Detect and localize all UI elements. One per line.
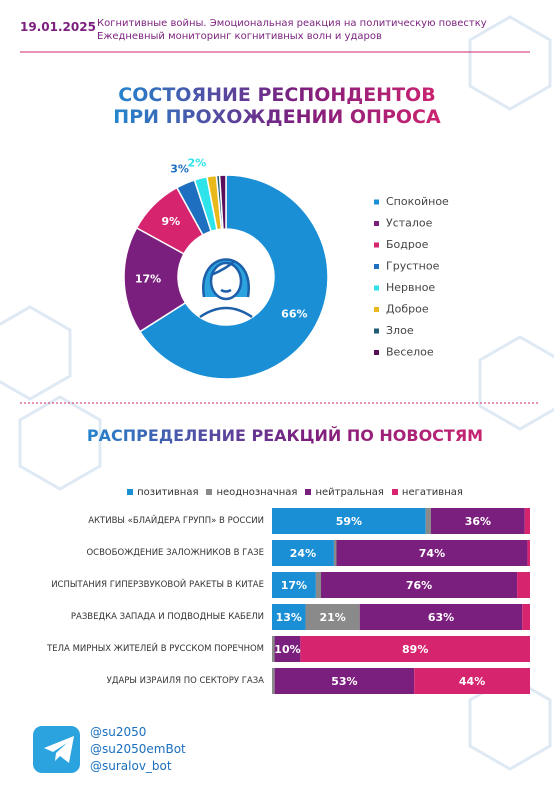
bar-segment bbox=[430, 508, 525, 534]
bar-segment bbox=[272, 540, 334, 566]
data-label: 13% bbox=[276, 611, 302, 624]
legend-swatch bbox=[374, 350, 379, 355]
legend-swatch bbox=[374, 199, 379, 205]
legend-swatch bbox=[127, 489, 134, 495]
pie-slice bbox=[138, 174, 329, 380]
legend-label: Веселое bbox=[386, 346, 434, 359]
legend-label: Бодрое bbox=[386, 238, 429, 251]
header-line: Ежедневный мониторинг когнитивных волн и… bbox=[97, 31, 382, 42]
footer-handles: @su2050 @su2050emBot @suralov_bot bbox=[90, 724, 186, 775]
legend-label: негативная bbox=[401, 486, 463, 498]
data-label: 76% bbox=[406, 579, 432, 592]
face-mouth bbox=[220, 288, 232, 293]
bar-segment bbox=[336, 540, 528, 566]
category-label: ОСВОБОЖДЕНИЕ ЗАЛОЖНИКОВ В ГАЗЕ bbox=[86, 547, 264, 558]
bar-segment bbox=[527, 540, 530, 566]
data-label: 2% bbox=[188, 157, 207, 170]
data-label: 66% bbox=[281, 308, 307, 321]
legend-swatch bbox=[374, 307, 379, 312]
legend-label: Нервное bbox=[386, 281, 435, 294]
date: 19.01.2025 bbox=[20, 20, 96, 34]
bar-segment bbox=[274, 636, 301, 662]
data-label: 9% bbox=[162, 215, 181, 228]
bar-segment bbox=[524, 508, 530, 534]
handle: @suralov_bot bbox=[90, 759, 172, 773]
bar-segment bbox=[272, 668, 275, 694]
legend-swatch bbox=[374, 285, 379, 291]
category-label: УДАРЫ ИЗРАИЛЯ ПО СЕКТОРУ ГАЗА bbox=[106, 675, 264, 686]
chart-title: РАСПРЕДЕЛЕНИЕ РЕАКЦИЙ ПО НОВОСТЯМ bbox=[60, 426, 510, 445]
data-label: 59% bbox=[336, 515, 362, 528]
legend-label: Доброе bbox=[386, 303, 429, 316]
header-line: Когнитивные войны. Эмоциональная реакция… bbox=[97, 18, 487, 29]
legend-label: Грустное bbox=[386, 260, 440, 273]
handle: @su2050emBot bbox=[90, 742, 186, 756]
legend-swatch bbox=[206, 489, 213, 495]
data-label: 17% bbox=[135, 272, 161, 285]
bar-segment bbox=[414, 668, 530, 694]
data-label: 74% bbox=[419, 547, 445, 560]
bar-segment bbox=[321, 572, 518, 598]
legend-item: нейтральная bbox=[305, 486, 384, 498]
legend-swatch bbox=[374, 264, 379, 269]
data-label: 63% bbox=[428, 611, 454, 624]
data-label: 89% bbox=[402, 643, 428, 656]
legend-swatch bbox=[374, 221, 379, 226]
data-label: 44% bbox=[459, 675, 485, 688]
category-label: АКТИВЫ «БЛАЙДЕРА ГРУПП» В РОССИИ bbox=[88, 515, 264, 526]
bar-segment bbox=[300, 636, 530, 662]
bar-segment bbox=[274, 668, 415, 694]
data-label: 3% bbox=[170, 163, 189, 176]
data-label: 10% bbox=[274, 643, 300, 656]
legend-label: неоднозначная bbox=[216, 486, 298, 498]
face-fringe bbox=[210, 260, 235, 277]
data-label: 24% bbox=[290, 547, 316, 560]
bar-segment bbox=[333, 540, 337, 566]
category-label: ИСПЫТАНИЯ ГИПЕРЗВУКОВОЙ РАКЕТЫ В КИТАЕ bbox=[51, 579, 264, 590]
bar-segment bbox=[272, 604, 306, 630]
chart-title: СОСТОЯНИЕ РЕСПОНДЕНТОВ ПРИ ПРОХОЖДЕНИИ О… bbox=[97, 84, 457, 128]
legend-label: Спокойное bbox=[386, 195, 449, 208]
handle: @su2050 bbox=[90, 725, 147, 739]
legend-label: Усталое bbox=[386, 217, 433, 230]
legend-swatch bbox=[391, 489, 398, 495]
bar-segment bbox=[315, 572, 322, 598]
face-shoulders bbox=[199, 306, 253, 319]
legend-item: позитивная bbox=[127, 487, 198, 498]
legend-item: негативная bbox=[391, 486, 463, 498]
bar-segment bbox=[425, 508, 431, 534]
bar-segment bbox=[517, 572, 530, 598]
pie-slice bbox=[218, 174, 227, 230]
bar-segment bbox=[522, 604, 530, 630]
face-icon bbox=[199, 258, 253, 319]
bar-segment bbox=[272, 508, 426, 534]
bar-segment bbox=[305, 604, 360, 630]
data-label: 17% bbox=[281, 579, 307, 592]
legend-label: позитивная bbox=[137, 486, 199, 498]
telegram-plane bbox=[44, 736, 74, 763]
background-hexagons bbox=[0, 15, 554, 771]
bar-segment bbox=[272, 636, 275, 662]
legend-label: нейтральная bbox=[315, 486, 384, 498]
data-label: 36% bbox=[465, 515, 491, 528]
legend-swatch bbox=[374, 242, 379, 248]
legend-swatch bbox=[374, 328, 379, 334]
legend-item: неоднозначная bbox=[206, 487, 297, 498]
category-label: РАЗВЕДКА ЗАПАДА И ПОДВОДНЫЕ КАБЕЛИ bbox=[70, 611, 264, 622]
legend: позитивная неоднозначная нейтральная негати… bbox=[60, 480, 530, 499]
data-label: 53% bbox=[331, 675, 357, 688]
bar-segment bbox=[272, 572, 316, 598]
bar-segment bbox=[359, 604, 523, 630]
legend-label: Злое bbox=[386, 324, 414, 337]
legend-swatch bbox=[305, 489, 312, 495]
category-label: ТЕЛА МИРНЫХ ЖИТЕЛЕЙ В РУССКОМ ПОРЕЧНОМ bbox=[47, 643, 264, 654]
data-label: 21% bbox=[319, 611, 345, 624]
